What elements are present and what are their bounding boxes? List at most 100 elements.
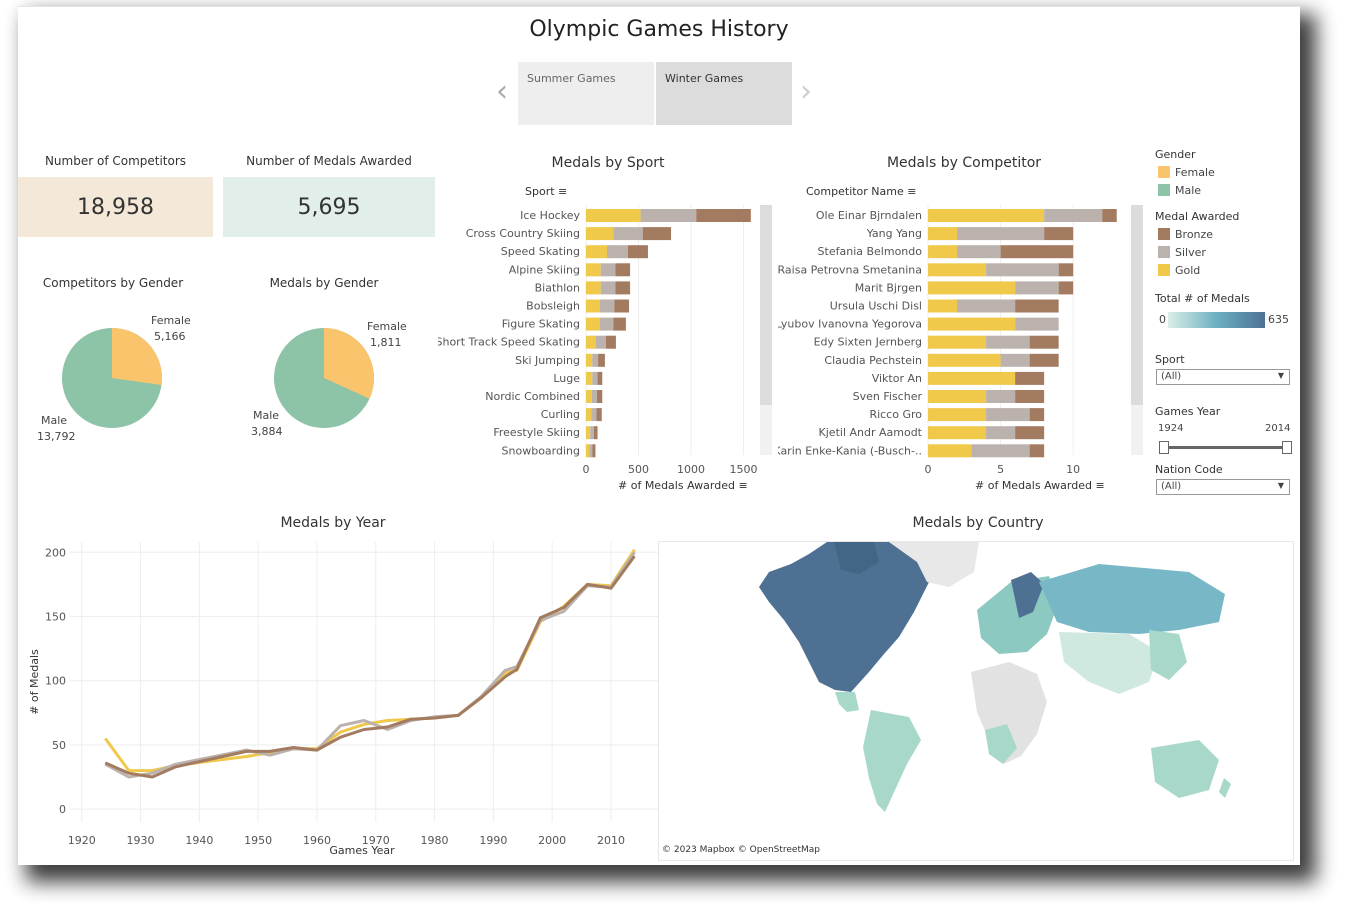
bar-silver [957, 227, 1045, 241]
category-label: Figure Skating [502, 318, 580, 331]
x-tick-label: 1960 [303, 834, 331, 847]
bar-bronze [696, 209, 751, 222]
x-tick-label: 1980 [421, 834, 449, 847]
sport-filter-select[interactable]: (All) ▼ [1156, 369, 1290, 385]
sport-filter-value: (All) [1161, 371, 1182, 382]
bar-bronze [1015, 299, 1059, 313]
category-label: Alpine Skiing [509, 263, 580, 276]
canada-arctic-shape [834, 542, 879, 574]
x-tick-label: 500 [628, 463, 649, 476]
scandinavia-shape [1011, 572, 1044, 618]
year-slider-min-handle[interactable] [1159, 441, 1169, 454]
y-axis-label: # of Medals [28, 649, 41, 715]
bar-gold [928, 227, 958, 241]
bar-bronze [628, 245, 648, 259]
russia-shape [1039, 564, 1225, 634]
category-label: Viktor An [872, 372, 922, 385]
scrollbar-thumb [760, 205, 772, 405]
series-line-bronze [104, 555, 636, 779]
scrollbar-thumb [1131, 205, 1143, 405]
x-axis-label: Games Year [329, 844, 395, 857]
x-tick-label: 10 [1066, 463, 1080, 476]
bar-bronze [1015, 371, 1045, 385]
category-label: Stefania Belmondo [818, 245, 923, 258]
nation-filter-value: (All) [1161, 481, 1182, 492]
x-tick-label: 1940 [185, 834, 213, 847]
greenland-shape [889, 542, 979, 587]
year-slider-max-handle[interactable] [1282, 441, 1292, 454]
bar-bronze [1029, 335, 1059, 349]
bar-gold [928, 335, 987, 349]
total-color-ramp [1168, 312, 1265, 328]
chevron-down-icon: ▼ [1277, 371, 1284, 380]
category-label: Luge [553, 372, 580, 385]
x-tick-label: 2000 [538, 834, 566, 847]
sport-xaxis-label-text: # of Medals Awarded [618, 479, 735, 492]
legend-female-swatch [1158, 166, 1170, 178]
bar-silver [589, 444, 593, 458]
tab-winter-games[interactable]: Winter Games [656, 62, 792, 125]
legend-bronze-label[interactable]: Bronze [1175, 228, 1214, 241]
bar-gold [928, 426, 987, 440]
x-tick-label: 1000 [677, 463, 705, 476]
legend-gold-label[interactable]: Gold [1175, 264, 1201, 277]
bar-bronze [1000, 245, 1074, 259]
bar-bronze [596, 408, 602, 422]
year-chart-title: Medals by Year [280, 515, 386, 531]
legend-male-label[interactable]: Male [1175, 184, 1202, 197]
new-zealand-shape [1219, 778, 1231, 798]
competitors-male-value: 13,792 [37, 430, 76, 443]
bar-bronze [1029, 353, 1059, 367]
nation-filter-select[interactable]: (All) ▼ [1156, 479, 1290, 495]
bar-gold [586, 245, 607, 259]
legend-male-swatch [1158, 184, 1170, 196]
sport-axis-header[interactable]: Sport ≡ [525, 185, 568, 198]
bar-silver [599, 317, 614, 331]
category-label: Biathlon [535, 281, 580, 294]
tab-summer-games[interactable]: Summer Games [518, 62, 654, 125]
x-tick-label: 1920 [68, 834, 96, 847]
bar-bronze [592, 444, 596, 458]
sport-chart-title: Medals by Sport [551, 155, 665, 171]
bar-gold [928, 444, 972, 458]
prev-arrow-icon[interactable]: ‹ [496, 74, 508, 109]
legend-silver-label[interactable]: Silver [1175, 246, 1206, 259]
bar-bronze [593, 426, 598, 440]
bar-bronze [605, 335, 616, 349]
category-label: Curling [541, 408, 580, 421]
bar-gold [586, 299, 600, 313]
next-arrow-icon[interactable]: › [800, 74, 812, 109]
bar-bronze [615, 281, 631, 295]
category-label: Kjetil Andr Aamodt [819, 426, 923, 439]
legend-female-label[interactable]: Female [1175, 166, 1215, 179]
year-slider-track[interactable] [1164, 446, 1286, 449]
bar-gold [586, 426, 591, 440]
y-tick-label: 100 [45, 675, 66, 688]
bar-bronze [1058, 281, 1074, 295]
bar-gold [928, 209, 1045, 222]
medals-by-sport-chart: 0 500 1000 1500 Ice Hockey Cross Country Skii… [438, 205, 772, 476]
pie-slice-female [112, 328, 162, 385]
medals-kpi-label: Number of Medals Awarded [246, 154, 412, 168]
bar-bronze [614, 299, 630, 313]
category-label: Sven Fischer [853, 390, 923, 403]
bar-silver [971, 444, 1030, 458]
category-label: Karin Enke-Kania (-Busch-.. [778, 444, 922, 457]
map-svg [759, 542, 1231, 812]
world-map[interactable]: © 2023 Mapbox © OpenStreetMap [658, 541, 1294, 861]
category-label: Short Track Speed Skating [438, 336, 580, 349]
bar-silver [595, 335, 606, 349]
competitor-chart-title: Medals by Competitor [886, 155, 1042, 171]
sport-header-label: Sport [525, 185, 555, 198]
bar-bronze [597, 390, 603, 403]
bar-gold [928, 263, 987, 277]
bar-bronze [597, 371, 603, 385]
map-title: Medals by Country [912, 515, 1044, 531]
category-label: Snowboarding [502, 444, 580, 457]
bar-bronze [1029, 444, 1045, 458]
bar-gold [586, 408, 592, 422]
medals-by-competitor-chart: 0 5 10 Ole Einar Bjrndalen Yang Yang Stefania… [778, 205, 1143, 476]
category-label: Nordic Combined [485, 390, 580, 403]
category-label: Ursula Uschi Disl [830, 300, 922, 313]
competitor-axis-header[interactable]: Competitor Name ≡ [806, 185, 917, 198]
